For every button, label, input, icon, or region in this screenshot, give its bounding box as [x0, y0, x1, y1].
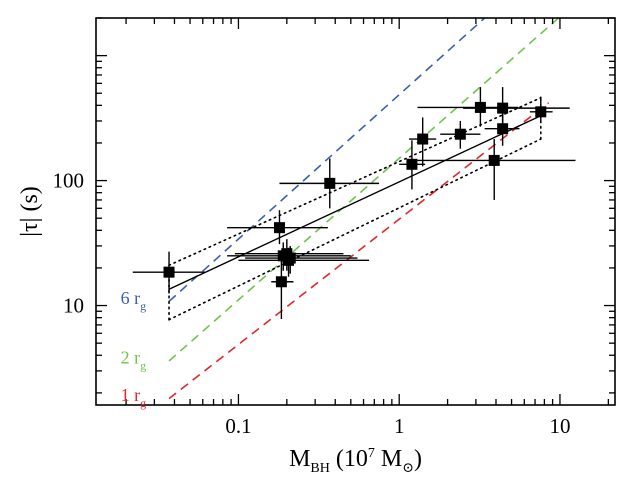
data-points [132, 87, 576, 320]
plot-frame [95, 17, 616, 406]
data-point-14 [484, 109, 520, 146]
y-tick-label-2: 100 [53, 169, 85, 193]
data-point-2 [227, 210, 328, 245]
data-point-11 [440, 120, 481, 149]
fit-band-lower [168, 138, 542, 321]
axes: 0.1 1 10 10 100 MBH (107 M⊙) |τ| (s) [17, 17, 616, 476]
data-point-6 [238, 247, 370, 277]
data-point-10 [408, 117, 437, 167]
point-marker [454, 128, 466, 140]
point-marker [474, 101, 486, 113]
reference-line-2 [168, 17, 560, 362]
reference-line-label-1: 6 rg [121, 288, 147, 313]
fit-lines [168, 96, 542, 321]
data-point-9 [399, 140, 426, 190]
y-axis-title: |τ| (s) [17, 186, 43, 237]
reference-line-label-3: 1 rg [121, 385, 147, 410]
annotations: 6 rg 2 rg 1 rg [121, 288, 147, 410]
reference-lines [168, 17, 560, 400]
point-marker [497, 102, 509, 114]
x-tick-label-3: 10 [549, 414, 570, 438]
data-point-15 [417, 139, 576, 200]
fit-line [168, 115, 542, 290]
reference-line-3 [168, 102, 550, 400]
point-marker [283, 254, 295, 266]
point-marker [275, 276, 287, 288]
data-point-7 [271, 255, 294, 320]
fit-band-upper [168, 96, 542, 267]
data-point-8 [279, 158, 380, 209]
point-marker [497, 123, 509, 135]
point-marker [417, 133, 429, 145]
point-marker [535, 106, 547, 118]
reference-line-1 [168, 17, 486, 302]
point-marker [488, 154, 500, 166]
x-tick-label-2: 1 [394, 414, 405, 438]
point-marker [324, 177, 336, 189]
y-tick-label-1: 10 [63, 294, 84, 318]
x-axis-title: MBH (107 M⊙) [289, 446, 422, 476]
point-marker [163, 266, 175, 278]
data-point-16 [529, 96, 553, 123]
point-marker [406, 158, 418, 170]
data-point-1 [132, 251, 206, 294]
point-marker [273, 222, 285, 234]
x-tick-label-1: 0.1 [225, 414, 251, 438]
reference-line-label-2: 2 rg [121, 347, 147, 372]
